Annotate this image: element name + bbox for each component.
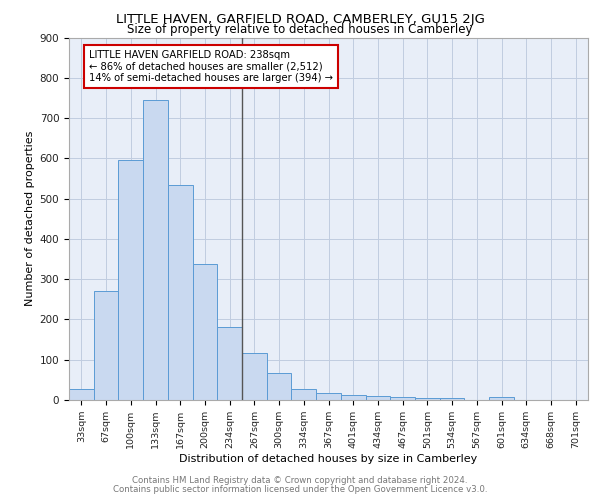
Y-axis label: Number of detached properties: Number of detached properties <box>25 131 35 306</box>
Bar <box>341 395 365 400</box>
Text: LITTLE HAVEN GARFIELD ROAD: 238sqm
← 86% of detached houses are smaller (2,512)
: LITTLE HAVEN GARFIELD ROAD: 238sqm ← 86%… <box>89 50 333 83</box>
Bar <box>193 264 217 400</box>
Bar <box>94 291 118 400</box>
X-axis label: Distribution of detached houses by size in Camberley: Distribution of detached houses by size … <box>179 454 478 464</box>
Bar <box>69 389 94 400</box>
Bar <box>365 396 390 400</box>
Text: Size of property relative to detached houses in Camberley: Size of property relative to detached ho… <box>127 22 473 36</box>
Bar <box>440 398 464 400</box>
Bar <box>217 326 242 400</box>
Bar <box>489 397 514 400</box>
Bar <box>143 100 168 400</box>
Bar <box>292 389 316 400</box>
Bar <box>168 184 193 400</box>
Bar <box>118 160 143 400</box>
Bar <box>316 393 341 400</box>
Text: Contains HM Land Registry data © Crown copyright and database right 2024.: Contains HM Land Registry data © Crown c… <box>132 476 468 485</box>
Bar <box>242 354 267 400</box>
Text: LITTLE HAVEN, GARFIELD ROAD, CAMBERLEY, GU15 2JG: LITTLE HAVEN, GARFIELD ROAD, CAMBERLEY, … <box>116 12 484 26</box>
Bar <box>415 398 440 400</box>
Bar <box>390 397 415 400</box>
Text: Contains public sector information licensed under the Open Government Licence v3: Contains public sector information licen… <box>113 484 487 494</box>
Bar <box>267 372 292 400</box>
